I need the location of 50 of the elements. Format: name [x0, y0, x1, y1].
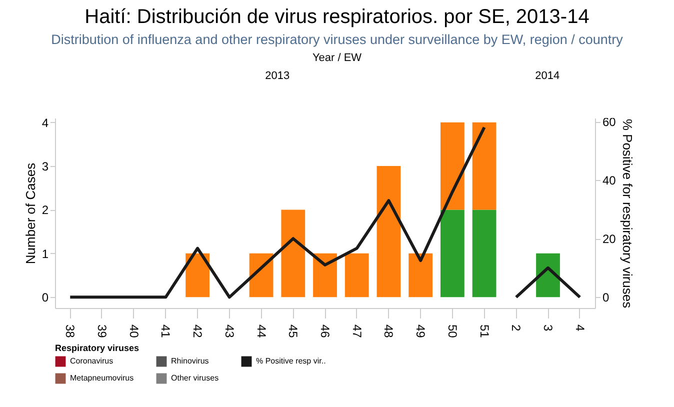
- bar: [536, 253, 560, 298]
- text: 2013: [264, 70, 291, 82]
- bar: [408, 253, 433, 298]
- x-tick-label: 41: [158, 324, 173, 338]
- bar: [313, 253, 337, 298]
- bar: [376, 166, 401, 298]
- legend-label: Rhinovirus: [171, 356, 209, 366]
- y-tick-label: 1: [42, 246, 49, 261]
- x-tick-label: 44: [254, 324, 268, 338]
- bar: [472, 122, 496, 210]
- legend-label: Coronavirus: [70, 356, 114, 366]
- x-tick-label: 47: [350, 324, 364, 338]
- y-axis-title: Number of Cases: [22, 162, 38, 264]
- x-tick-label: 4: [572, 324, 587, 332]
- x-tick-label: 38: [63, 324, 78, 338]
- x-tick-label: 2: [509, 324, 524, 332]
- chart-title: Haití: Distribución de virus respiratorios. por SE, 2013-14: [84, 6, 590, 29]
- y2-tick-label: 20: [602, 232, 616, 246]
- bar: [472, 210, 496, 298]
- y2-tick-label: 60: [602, 115, 616, 130]
- bar: [440, 122, 464, 210]
- y-tick-label: 3: [42, 160, 49, 174]
- x-tick-label: 40: [126, 324, 141, 338]
- x-tick-label: 43: [222, 324, 236, 338]
- x-tick-label: 49: [414, 324, 428, 338]
- bar: [344, 253, 369, 298]
- x-tick-label: 3: [541, 324, 556, 332]
- legend-label: Other viruses: [171, 374, 219, 382]
- legend-title: Respiratory viruses: [55, 343, 140, 353]
- chart-subtitle: Distribution of influenza and other respiratory viruses under surveillance by EW, region / country: [50, 31, 624, 48]
- x-tick-label: 51: [477, 324, 492, 338]
- x-axis-title: Year / EW: [311, 52, 363, 66]
- y-tick-label: 4: [42, 116, 49, 130]
- y-tick-label: 0: [42, 290, 49, 305]
- bar: [440, 210, 464, 298]
- x-tick-label: 50: [445, 324, 460, 338]
- bar: [186, 253, 210, 298]
- x-tick-label: 46: [318, 324, 332, 338]
- bar: [281, 210, 306, 298]
- y2-tick-label: 0: [602, 290, 610, 305]
- x-tick-label: 48: [382, 324, 396, 338]
- legend-label: Metapneumovirus: [70, 374, 134, 382]
- y2-axis-title: % Positive for respiratory viruses: [620, 118, 635, 309]
- legend-label: % Positive resp vir..: [256, 356, 326, 366]
- y2-tick-label: 40: [602, 174, 616, 188]
- text: 2014: [534, 70, 561, 82]
- x-tick-label: 39: [94, 324, 109, 338]
- y-tick-label: 2: [42, 203, 49, 218]
- x-tick-label: 42: [190, 324, 205, 338]
- x-tick-label: 45: [286, 324, 300, 338]
